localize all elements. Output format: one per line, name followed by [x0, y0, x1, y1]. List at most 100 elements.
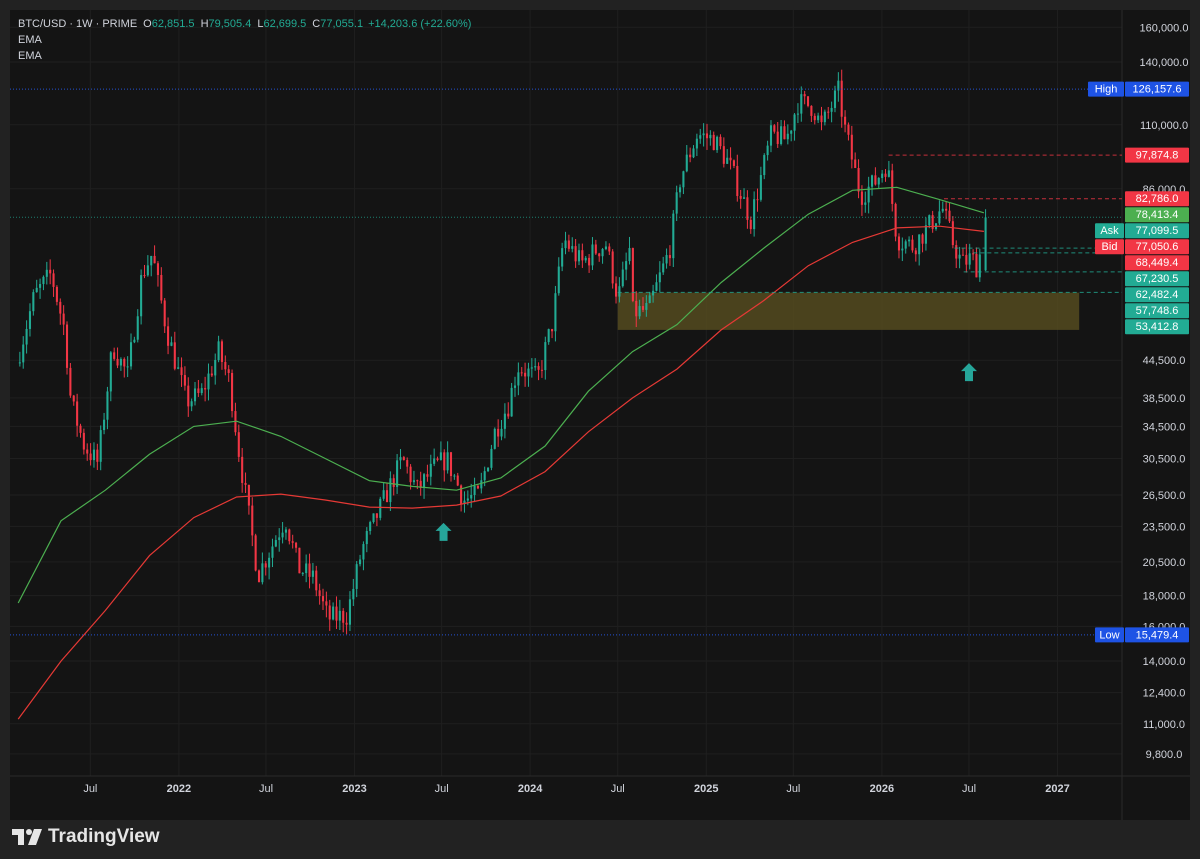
candle-body — [887, 170, 890, 177]
candle-body — [429, 463, 432, 477]
price-tag-label: Low — [1099, 629, 1119, 641]
candle-body — [500, 428, 503, 437]
y-tick-label: 160,000.0 — [1140, 22, 1189, 34]
candle-body — [618, 286, 621, 297]
price-tag — [1125, 191, 1189, 207]
candle-body — [803, 94, 806, 97]
close-value: 77,055.1 — [320, 18, 364, 30]
candle-body — [510, 387, 513, 417]
candle-body — [257, 570, 261, 583]
indicator-ema-1[interactable]: EMA — [18, 34, 42, 46]
y-tick-label: 140,000.0 — [1140, 57, 1189, 69]
candle-body — [564, 240, 567, 249]
candle-body — [466, 498, 469, 501]
candle-body — [382, 490, 385, 499]
candle-body — [928, 215, 931, 226]
candle-body — [133, 339, 136, 343]
candle-body — [817, 115, 820, 121]
candle-body — [305, 563, 308, 574]
candle-body — [473, 485, 476, 495]
candle-body — [897, 236, 901, 251]
chart-area[interactable]: BTC/USD · 1W · PRIME O 62,851.5 H 79,505… — [10, 10, 1190, 820]
price-tag — [1125, 207, 1189, 223]
candle-body — [540, 369, 543, 371]
candle-body — [702, 133, 705, 136]
candle-body — [295, 542, 298, 548]
candle-body — [197, 388, 200, 394]
indicator-ema-2[interactable]: EMA — [18, 50, 42, 62]
candle-body — [348, 599, 351, 625]
x-tick-label: Jul — [962, 783, 976, 795]
candle-body — [874, 175, 877, 185]
candle-body — [449, 452, 453, 477]
candle-body — [187, 385, 190, 407]
candle-body — [301, 573, 304, 575]
candle-body — [736, 165, 739, 196]
candle-body — [123, 358, 126, 367]
candle-body — [224, 361, 227, 370]
candle-body — [716, 136, 719, 151]
tradingview-logo[interactable]: TradingView — [12, 826, 160, 848]
candle-body — [658, 272, 661, 283]
price-tag-label-bg — [1095, 239, 1124, 255]
candle-body — [722, 146, 725, 164]
candle-body — [180, 367, 183, 376]
candle-body — [476, 485, 479, 489]
candle-body — [25, 328, 28, 345]
chart-legend: BTC/USD · 1W · PRIME O 62,851.5 H 79,505… — [18, 16, 471, 64]
candle-body — [530, 367, 533, 369]
candle-body — [554, 293, 557, 332]
candle-body — [399, 457, 402, 461]
candle-body — [308, 563, 311, 577]
candle-body — [396, 460, 399, 487]
candle-body — [921, 234, 924, 244]
candle-body — [520, 372, 523, 374]
candle-body — [827, 111, 830, 113]
open-label: O — [143, 18, 152, 30]
candle-body — [763, 155, 766, 176]
candle-body — [655, 282, 658, 291]
support-zone — [617, 292, 1080, 330]
high-label: H — [200, 18, 209, 30]
price-tag-value: 77,050.6 — [1136, 241, 1179, 253]
candle-body — [648, 295, 651, 303]
candle-body — [311, 570, 314, 577]
candle-body — [99, 430, 102, 462]
footer: TradingView — [10, 820, 1190, 859]
candle-body — [325, 601, 328, 606]
candle-body — [274, 540, 277, 547]
y-tick-label: 12,400.0 — [1143, 688, 1186, 700]
price-tag — [1125, 147, 1189, 163]
candle-body — [759, 175, 762, 200]
candle-body — [86, 449, 89, 454]
candle-body — [487, 467, 490, 472]
x-tick-label: Jul — [435, 783, 449, 795]
x-tick-label: Jul — [83, 783, 97, 795]
candle-body — [490, 448, 493, 468]
candle-body — [877, 178, 880, 185]
symbol-label[interactable]: BTC/USD · 1W · PRIME — [18, 18, 138, 30]
candle-body — [143, 275, 146, 277]
candle-body — [264, 563, 267, 568]
candle-body — [89, 453, 92, 461]
candle-body-current — [984, 217, 987, 271]
candle-body — [908, 239, 911, 242]
candle-body — [914, 250, 917, 255]
x-tick-label: 2024 — [518, 783, 543, 795]
price-tag-label-bg — [1095, 627, 1124, 643]
candle-body — [369, 522, 372, 532]
candle-body — [931, 215, 934, 229]
candle-body — [507, 413, 510, 417]
candle-body — [513, 385, 517, 388]
candle-body — [894, 203, 897, 237]
y-tick-label: 14,000.0 — [1143, 656, 1186, 668]
candle-body — [170, 342, 173, 346]
candle-body — [160, 275, 163, 301]
candle-body — [76, 401, 79, 426]
candle-body — [870, 175, 874, 187]
candle-body — [561, 248, 564, 267]
candle-body — [534, 366, 537, 368]
candle-body — [328, 605, 331, 620]
candle-body — [355, 564, 358, 589]
candle-body — [146, 265, 149, 276]
